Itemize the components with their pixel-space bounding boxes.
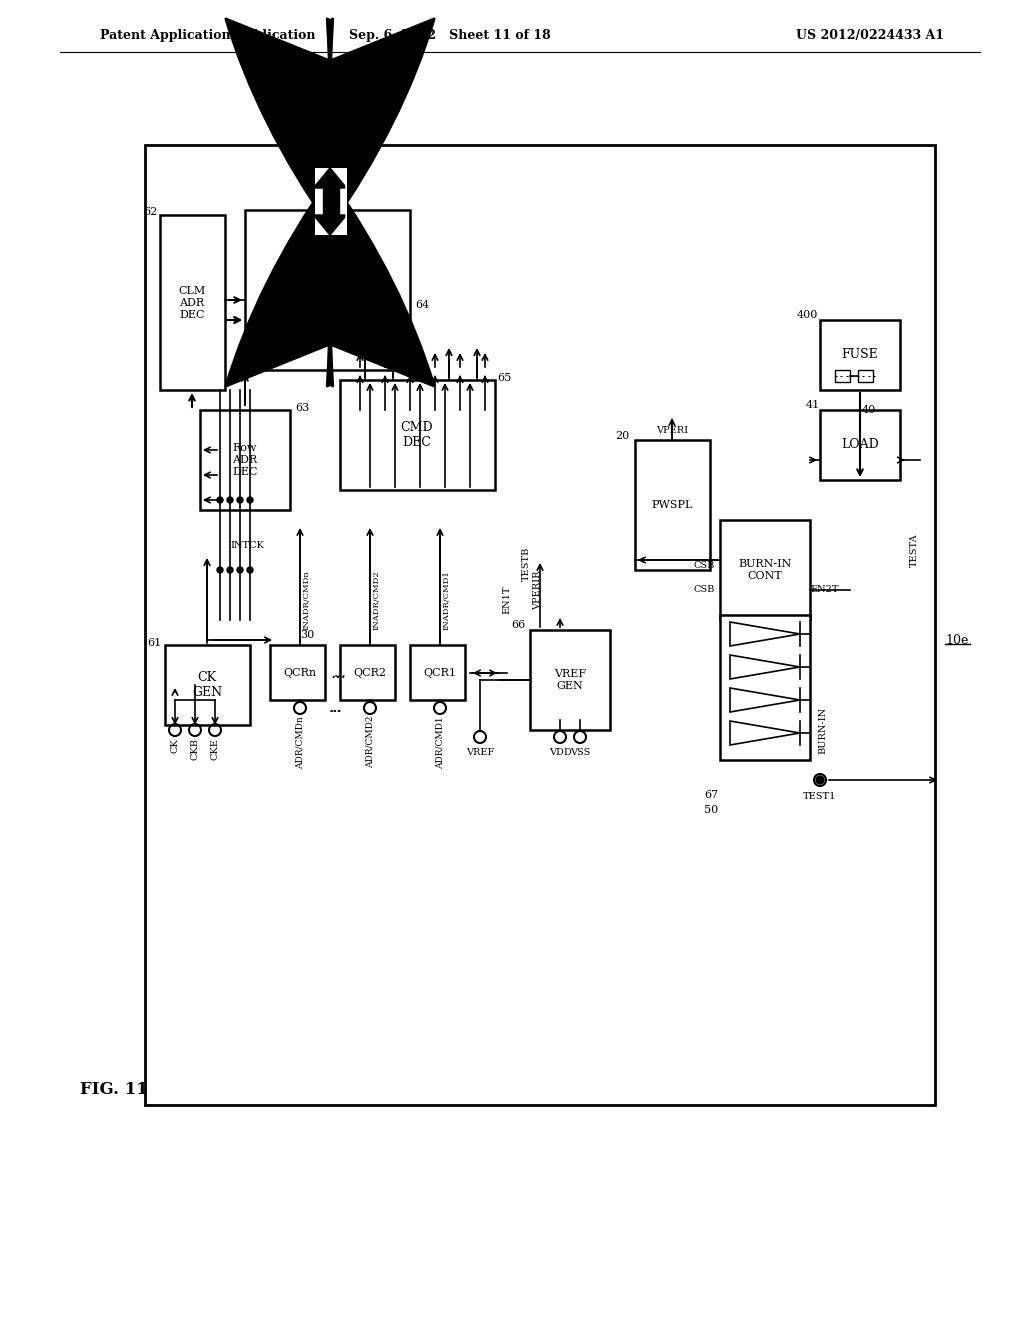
Circle shape [247, 568, 253, 573]
Circle shape [237, 568, 243, 573]
Text: 62: 62 [143, 207, 158, 216]
Text: VREF: VREF [466, 748, 495, 756]
Text: FIG. 11: FIG. 11 [80, 1081, 147, 1098]
Text: BURN-IN
CONT: BURN-IN CONT [738, 560, 792, 581]
Text: ...: ... [330, 701, 342, 715]
Text: MEM
CELL
ARRAY: MEM CELL ARRAY [304, 268, 349, 312]
FancyBboxPatch shape [720, 615, 810, 760]
Text: VPERIR: VPERIR [534, 570, 542, 610]
Circle shape [237, 498, 243, 503]
FancyBboxPatch shape [858, 370, 873, 381]
Text: Row
ADR
DEC: Row ADR DEC [232, 444, 258, 477]
Text: ...: ... [330, 664, 346, 681]
Bar [323, 186, 339, 216]
Circle shape [227, 568, 233, 573]
FancyBboxPatch shape [200, 411, 290, 510]
Text: QCR1: QCR1 [424, 668, 457, 678]
Text: ...: ... [334, 667, 346, 680]
FancyBboxPatch shape [835, 370, 850, 381]
Text: 50: 50 [703, 805, 718, 814]
Text: CK: CK [171, 738, 179, 752]
Text: 63: 63 [295, 403, 309, 413]
Text: TESTA: TESTA [910, 533, 919, 566]
Text: 66: 66 [511, 620, 525, 630]
Text: BURN-IN: BURN-IN [818, 706, 827, 754]
FancyBboxPatch shape [160, 215, 225, 389]
Text: ADR/CMD1: ADR/CMD1 [435, 715, 444, 768]
Polygon shape [315, 168, 345, 187]
Polygon shape [315, 215, 345, 235]
Text: VDD: VDD [549, 748, 571, 756]
Text: 10e: 10e [945, 634, 969, 647]
Text: US 2012/0224433 A1: US 2012/0224433 A1 [796, 29, 944, 41]
Text: INADR/CMD2: INADR/CMD2 [373, 570, 381, 630]
Text: 61: 61 [147, 638, 162, 648]
Text: Patent Application Publication: Patent Application Publication [100, 29, 315, 41]
Text: CMD
DEC: CMD DEC [400, 421, 433, 449]
Text: QCRn: QCRn [284, 668, 316, 678]
FancyBboxPatch shape [820, 319, 900, 389]
Text: INADR/CMD1: INADR/CMD1 [443, 570, 451, 630]
Text: 400: 400 [797, 310, 818, 319]
FancyBboxPatch shape [245, 210, 410, 370]
FancyBboxPatch shape [530, 630, 610, 730]
FancyBboxPatch shape [410, 645, 465, 700]
FancyBboxPatch shape [635, 440, 710, 570]
Circle shape [816, 776, 824, 784]
FancyBboxPatch shape [340, 645, 395, 700]
Text: 41: 41 [806, 400, 820, 411]
Text: VSS: VSS [569, 748, 590, 756]
Text: TESTB: TESTB [522, 546, 531, 581]
Text: INADR/CMDn: INADR/CMDn [303, 570, 311, 630]
Text: 40: 40 [862, 405, 877, 414]
Text: 30: 30 [300, 630, 314, 640]
FancyBboxPatch shape [720, 520, 810, 620]
Text: EN2T: EN2T [810, 586, 839, 594]
Text: CSB: CSB [693, 561, 715, 569]
Circle shape [217, 568, 223, 573]
Text: CK
GEN: CK GEN [191, 671, 222, 700]
Circle shape [247, 498, 253, 503]
Text: VREF
GEN: VREF GEN [554, 669, 586, 690]
Text: TEST1: TEST1 [803, 792, 837, 801]
Text: LOAD: LOAD [841, 438, 879, 451]
FancyBboxPatch shape [270, 645, 325, 700]
Text: CLM
ADR
DEC: CLM ADR DEC [178, 286, 206, 319]
FancyBboxPatch shape [145, 145, 935, 1105]
Text: CKB: CKB [190, 738, 200, 760]
Text: EN1T: EN1T [502, 586, 511, 614]
Text: ADR/CMD2: ADR/CMD2 [366, 715, 375, 768]
Text: 67: 67 [703, 789, 718, 800]
Text: ...: ... [329, 701, 341, 715]
Text: 64: 64 [415, 300, 429, 310]
Text: ADR/CMDn: ADR/CMDn [296, 715, 304, 768]
Text: Sep. 6, 2012   Sheet 11 of 18: Sep. 6, 2012 Sheet 11 of 18 [349, 29, 551, 41]
Text: VPERI: VPERI [656, 426, 688, 436]
Polygon shape [315, 168, 345, 186]
Text: CKE: CKE [211, 738, 219, 760]
Text: QCR2: QCR2 [353, 668, 386, 678]
Bar [315, 168, 347, 235]
Text: PWSPL: PWSPL [651, 500, 692, 510]
Circle shape [217, 498, 223, 503]
FancyBboxPatch shape [820, 411, 900, 480]
Circle shape [817, 777, 823, 783]
Text: 20: 20 [615, 432, 630, 441]
Text: DQ: DQ [345, 149, 366, 161]
FancyBboxPatch shape [340, 380, 495, 490]
Text: FUSE: FUSE [842, 348, 879, 362]
Polygon shape [315, 216, 345, 235]
Circle shape [227, 498, 233, 503]
FancyBboxPatch shape [165, 645, 250, 725]
Text: CSB: CSB [693, 586, 715, 594]
Text: 65: 65 [497, 374, 511, 383]
Text: INTCK: INTCK [230, 540, 264, 549]
